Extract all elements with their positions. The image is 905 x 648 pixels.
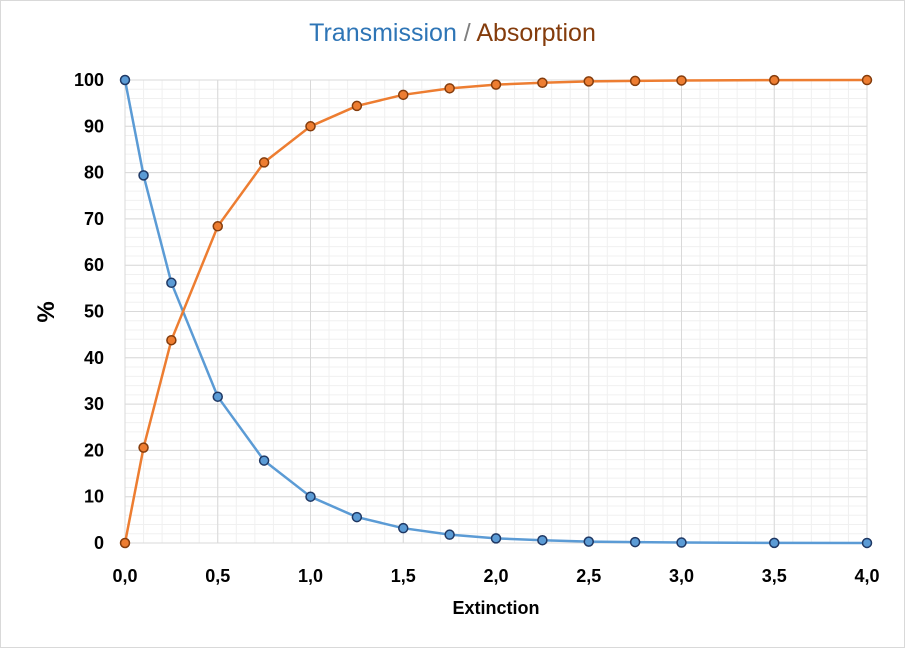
- transmission-point: [629, 536, 641, 548]
- x-tick-labels: 0,0 0,5 1,0 1,5 2,0 2,5 3,0 3,5 4,0: [112, 566, 879, 586]
- x-axis-label: Extinction: [452, 598, 539, 618]
- y-tick-labels: 0 10 20 30 40 50 60 70 80 90 100: [74, 70, 104, 553]
- transmission-point: [676, 537, 687, 548]
- y-tick-label: 30: [84, 394, 104, 414]
- y-axis-label: %: [33, 301, 60, 322]
- absorption-point: [629, 75, 641, 87]
- y-tick-label: 50: [84, 302, 104, 322]
- x-tick-label: 1,5: [391, 566, 416, 586]
- absorption-point: [166, 334, 177, 346]
- absorption-line: [123, 78, 868, 544]
- y-tick-label: 90: [84, 116, 104, 136]
- transmission-line: [123, 79, 868, 545]
- transmission-point: [537, 534, 548, 546]
- x-tick-label: 2,5: [576, 566, 601, 586]
- y-tick-label: 60: [84, 255, 104, 275]
- series-lines: [123, 78, 868, 545]
- absorption-point: [351, 100, 363, 112]
- absorption-point: [769, 74, 780, 86]
- transmission-point: [583, 536, 594, 547]
- transmission-point: [258, 455, 270, 466]
- absorption-point: [583, 76, 594, 87]
- x-tick-label: 0,0: [112, 566, 137, 586]
- x-tick-label: 1,0: [298, 566, 323, 586]
- x-tick-label: 2,0: [483, 566, 508, 586]
- y-tick-label: 70: [84, 209, 104, 229]
- x-tick-label: 4,0: [854, 566, 879, 586]
- title-separator: /: [463, 19, 471, 47]
- transmission-point: [305, 491, 316, 502]
- transmission-point: [444, 529, 455, 540]
- y-tick-label: 0: [94, 533, 104, 553]
- transmission-point: [212, 391, 223, 402]
- absorption-point: [676, 75, 687, 86]
- y-tick-label: 20: [84, 440, 104, 460]
- absorption-point: [119, 537, 131, 549]
- chart-title: Transmission / Absorption: [0, 19, 905, 48]
- absorption-point: [861, 74, 873, 86]
- absorption-point: [537, 77, 548, 89]
- title-transmission: Transmission: [309, 19, 457, 47]
- absorption-point: [212, 221, 223, 232]
- x-tick-label: 0,5: [205, 566, 230, 586]
- transmission-point: [166, 277, 177, 289]
- transmission-point: [351, 511, 363, 523]
- absorption-point: [138, 442, 149, 453]
- y-tick-label: 10: [84, 487, 104, 507]
- title-absorption: Absorption: [476, 19, 596, 47]
- transmission-point: [861, 537, 873, 549]
- absorption-point: [258, 157, 270, 168]
- y-tick-label: 40: [84, 348, 104, 368]
- y-tick-label: 80: [84, 163, 104, 183]
- absorption-point: [490, 79, 502, 90]
- x-tick-label: 3,0: [669, 566, 694, 586]
- transmission-point: [138, 170, 149, 181]
- x-tick-label: 3,5: [762, 566, 787, 586]
- y-tick-label: 100: [74, 70, 104, 90]
- absorption-point: [398, 89, 409, 101]
- transmission-point: [490, 533, 502, 544]
- transmission-point: [769, 537, 780, 549]
- absorption-point: [305, 121, 316, 132]
- absorption-point: [444, 83, 455, 94]
- transmission-point: [119, 74, 131, 86]
- series-markers: [119, 74, 873, 549]
- transmission-point: [398, 522, 409, 534]
